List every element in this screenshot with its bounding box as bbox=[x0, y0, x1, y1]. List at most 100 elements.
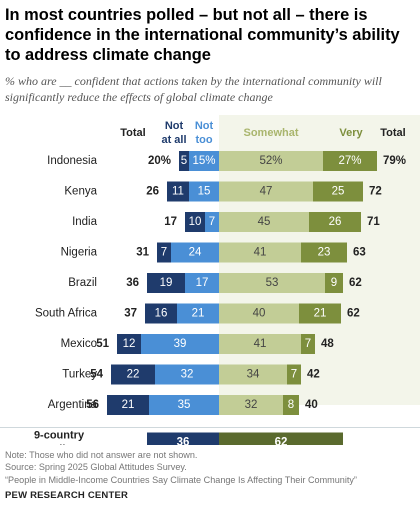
bar-somewhat bbox=[219, 334, 301, 354]
total-not-confident: 56 bbox=[86, 399, 99, 411]
header-not-too-line2: too bbox=[195, 134, 212, 146]
total-confident: 62 bbox=[347, 308, 360, 320]
data-label-not-too: 39 bbox=[174, 338, 187, 350]
total-confident: 63 bbox=[353, 247, 366, 259]
header-not-at-all-line1: Not bbox=[165, 120, 184, 132]
chart-notes: Note: Those who did not answer are not s… bbox=[5, 449, 415, 486]
total-not-confident: 36 bbox=[126, 277, 139, 289]
bar-not-at-all bbox=[167, 181, 189, 202]
bar-very bbox=[301, 334, 315, 354]
median-label-line2: median bbox=[40, 444, 79, 446]
data-label-somewhat: 32 bbox=[245, 399, 258, 411]
category-label: Kenya bbox=[64, 186, 97, 198]
data-label-somewhat: 40 bbox=[253, 308, 266, 320]
median-bar-confident bbox=[219, 432, 343, 445]
bar-not-at-all bbox=[147, 273, 185, 293]
total-not-confident: 31 bbox=[136, 247, 149, 259]
total-not-confident: 17 bbox=[164, 216, 177, 228]
chart-subtitle: % who are __ confident that actions take… bbox=[5, 74, 382, 104]
bar-not-at-all bbox=[185, 212, 205, 232]
data-label-very: 8 bbox=[288, 399, 294, 411]
data-label-not-at-all: 5 bbox=[181, 155, 187, 167]
data-label-not-at-all: 19 bbox=[160, 277, 173, 289]
bar-very bbox=[309, 212, 361, 232]
category-label: Argentina bbox=[48, 399, 98, 411]
data-label-not-too: 17 bbox=[196, 277, 209, 289]
header-total-not-confident: Total bbox=[120, 127, 145, 139]
total-confident: 62 bbox=[349, 277, 362, 289]
bar-somewhat bbox=[219, 151, 323, 171]
total-not-confident: 51 bbox=[96, 338, 109, 350]
total-not-confident: 20% bbox=[148, 155, 171, 167]
data-label-somewhat: 53 bbox=[266, 277, 279, 289]
median-label-line1: 9-country bbox=[34, 430, 85, 442]
bar-not-too bbox=[205, 212, 219, 232]
bar-not-too bbox=[141, 334, 219, 354]
bar-very bbox=[301, 242, 347, 263]
total-confident: 48 bbox=[321, 338, 334, 350]
category-label: India bbox=[72, 216, 98, 228]
source-organization: PEW RESEARCH CENTER bbox=[5, 490, 129, 501]
bar-not-too bbox=[177, 303, 219, 324]
header-not-too-line1: Not bbox=[195, 120, 214, 132]
data-label-not-too: 15% bbox=[192, 155, 215, 167]
data-label-not-at-all: 21 bbox=[122, 399, 135, 411]
bar-not-too bbox=[149, 395, 219, 415]
data-label-somewhat: 34 bbox=[247, 369, 260, 381]
category-label: Nigeria bbox=[61, 247, 98, 259]
header-not-at-all-line2: at all bbox=[161, 134, 186, 146]
median-bar-not-confident bbox=[147, 432, 219, 445]
total-not-confident: 37 bbox=[124, 308, 137, 320]
data-label-somewhat: 52% bbox=[259, 155, 282, 167]
bar-somewhat bbox=[219, 181, 313, 202]
data-label-very: 7 bbox=[291, 369, 297, 381]
source-line: Source: Spring 2025 Global Attitudes Sur… bbox=[5, 462, 187, 473]
total-confident: 79% bbox=[383, 155, 406, 167]
note-line: Note: Those who did not answer are not s… bbox=[5, 450, 198, 460]
bar-somewhat bbox=[219, 242, 301, 263]
category-label: Turkey bbox=[62, 369, 97, 381]
median-value-not-confident: 36 bbox=[177, 437, 190, 446]
bar-very bbox=[323, 151, 377, 171]
data-label-not-too: 32 bbox=[181, 369, 194, 381]
bar-very bbox=[313, 181, 363, 202]
bar-not-at-all bbox=[107, 395, 149, 415]
data-label-very: 26 bbox=[329, 216, 342, 228]
total-confident: 42 bbox=[307, 369, 320, 381]
data-label-not-at-all: 10 bbox=[189, 216, 202, 228]
bar-not-at-all bbox=[117, 334, 141, 354]
bar-not-at-all bbox=[157, 242, 171, 263]
chart-title: In most countries polled – but not all –… bbox=[5, 6, 400, 64]
category-label: Indonesia bbox=[47, 155, 97, 167]
category-label: South Africa bbox=[35, 308, 98, 320]
data-label-somewhat: 45 bbox=[258, 216, 271, 228]
bar-very bbox=[287, 364, 301, 385]
bar-not-too bbox=[189, 181, 219, 202]
bar-not-at-all bbox=[145, 303, 177, 324]
bar-very bbox=[325, 273, 343, 293]
bar-not-too bbox=[189, 151, 219, 171]
bar-not-too bbox=[171, 242, 219, 263]
data-label-very: 27% bbox=[338, 155, 361, 167]
header-very: Very bbox=[339, 127, 363, 139]
total-not-confident: 26 bbox=[146, 186, 159, 198]
bar-not-too bbox=[155, 364, 219, 385]
bar-somewhat bbox=[219, 273, 325, 293]
bar-somewhat bbox=[219, 212, 309, 232]
bar-somewhat bbox=[219, 395, 283, 415]
data-label-somewhat: 47 bbox=[260, 186, 273, 198]
data-label-not-at-all: 7 bbox=[161, 247, 167, 259]
data-label-not-at-all: 22 bbox=[127, 369, 140, 381]
total-confident: 40 bbox=[305, 399, 318, 411]
data-label-not-too: 24 bbox=[189, 247, 202, 259]
bar-somewhat bbox=[219, 364, 287, 385]
header-total-confident: Total bbox=[380, 127, 405, 139]
category-label: Brazil bbox=[68, 277, 97, 289]
data-label-not-too: 7 bbox=[209, 216, 215, 228]
total-confident: 72 bbox=[369, 186, 382, 198]
data-label-somewhat: 41 bbox=[254, 247, 267, 259]
bar-not-at-all bbox=[111, 364, 155, 385]
data-label-very: 9 bbox=[331, 277, 337, 289]
bar-not-too bbox=[185, 273, 219, 293]
